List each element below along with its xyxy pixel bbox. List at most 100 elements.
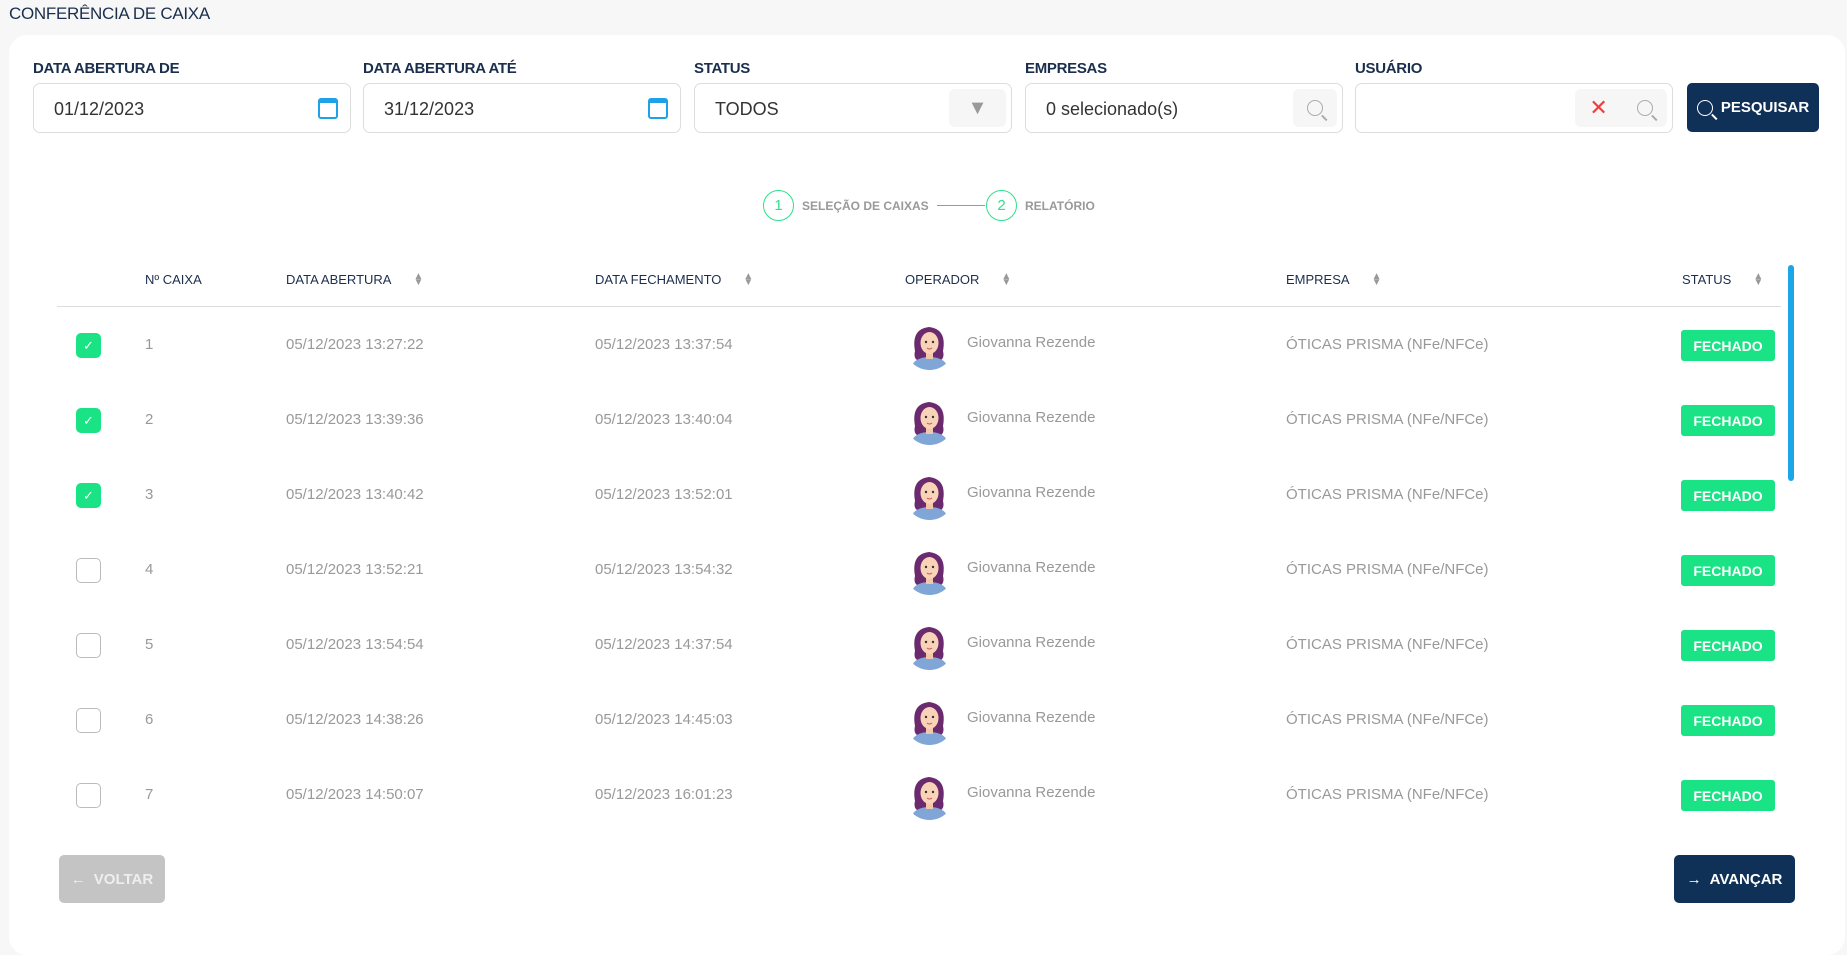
search-icon[interactable] <box>1636 100 1653 116</box>
cell-company: ÓTICAS PRISMA (NFe/NFCe) <box>1286 561 1489 578</box>
next-button[interactable]: → AVANÇAR <box>1674 855 1795 903</box>
search-icon <box>1307 100 1323 116</box>
avatar <box>905 621 954 670</box>
companies-label: EMPRESAS <box>1025 60 1107 77</box>
cell-company: ÓTICAS PRISMA (NFe/NFCe) <box>1286 711 1489 728</box>
header-label: OPERADOR <box>905 272 980 287</box>
cell-company: ÓTICAS PRISMA (NFe/NFCe) <box>1286 486 1489 503</box>
avatar <box>905 321 954 370</box>
header-company[interactable]: EMPRESA ▲ ▼ <box>1286 270 1382 288</box>
step-label: RELATÓRIO <box>1025 198 1095 213</box>
row-checkbox[interactable] <box>76 633 101 658</box>
step-1: 1 SELEÇÃO DE CAIXAS <box>763 190 985 221</box>
page-title: CONFERÊNCIA DE CAIXA <box>9 4 210 23</box>
table-row[interactable]: ✓ 3 05/12/2023 13:40:42 05/12/2023 13:52… <box>0 458 1847 533</box>
cell-operator: Giovanna Rezende <box>967 634 1096 651</box>
back-button[interactable]: ← VOLTAR <box>59 855 165 903</box>
cell-num: 5 <box>145 636 154 653</box>
date-to-input[interactable]: 31/12/2023 <box>363 83 681 133</box>
step-number: 2 <box>986 190 1017 221</box>
table-row[interactable]: 7 05/12/2023 14:50:07 05/12/2023 16:01:2… <box>0 758 1847 830</box>
avatar <box>905 546 954 595</box>
date-to-label: DATA ABERTURA ATÉ <box>363 60 517 77</box>
header-label: DATA FECHAMENTO <box>595 272 722 287</box>
date-from-input[interactable]: 01/12/2023 <box>33 83 351 133</box>
sort-icon[interactable]: ▲ ▼ <box>743 270 754 288</box>
header-label: STATUS <box>1682 272 1732 287</box>
cell-closed: 05/12/2023 13:40:04 <box>595 411 733 428</box>
table-row[interactable]: 5 05/12/2023 13:54:54 05/12/2023 14:37:5… <box>0 608 1847 683</box>
cell-closed: 05/12/2023 13:52:01 <box>595 486 733 503</box>
cell-operator: Giovanna Rezende <box>967 409 1096 426</box>
row-checkbox[interactable]: ✓ <box>76 408 101 433</box>
cell-operator: Giovanna Rezende <box>967 559 1096 576</box>
chevron-down-icon[interactable]: ▼ <box>949 89 1006 127</box>
header-closed[interactable]: DATA FECHAMENTO ▲ ▼ <box>595 270 754 288</box>
date-from-label: DATA ABERTURA DE <box>33 60 180 77</box>
status-badge: FECHADO <box>1681 405 1775 436</box>
date-to-value: 31/12/2023 <box>384 99 475 119</box>
clear-icon[interactable]: ✕ <box>1589 95 1608 120</box>
calendar-icon[interactable] <box>318 98 338 119</box>
row-checkbox[interactable] <box>76 708 101 733</box>
status-badge: FECHADO <box>1681 630 1775 661</box>
companies-input[interactable]: 0 selecionado(s) <box>1025 83 1343 133</box>
table-row[interactable]: 4 05/12/2023 13:52:21 05/12/2023 13:54:3… <box>0 533 1847 608</box>
arrow-left-icon: ← <box>70 870 86 888</box>
user-label: USUÁRIO <box>1355 60 1423 77</box>
status-badge: FECHADO <box>1681 705 1775 736</box>
header-opened[interactable]: DATA ABERTURA ▲ ▼ <box>286 270 424 288</box>
search-button[interactable]: PESQUISAR <box>1687 83 1819 132</box>
header-label: DATA ABERTURA <box>286 272 392 287</box>
date-from-value: 01/12/2023 <box>54 99 145 119</box>
back-label: VOLTAR <box>93 870 154 888</box>
row-checkbox[interactable] <box>76 783 101 808</box>
sort-icon[interactable]: ▲ ▼ <box>1371 270 1382 288</box>
cell-company: ÓTICAS PRISMA (NFe/NFCe) <box>1286 411 1489 428</box>
status-badge: FECHADO <box>1681 555 1775 586</box>
cell-num: 2 <box>145 411 154 428</box>
cell-num: 1 <box>145 336 154 353</box>
status-label: STATUS <box>694 60 750 77</box>
sort-icon[interactable]: ▲ ▼ <box>1753 270 1764 288</box>
step-label: SELEÇÃO DE CAIXAS <box>802 198 929 213</box>
scrollbar[interactable] <box>1788 265 1794 481</box>
cell-num: 4 <box>145 561 154 578</box>
header-status[interactable]: STATUS ▲ ▼ <box>1682 270 1764 288</box>
status-select[interactable]: TODOS ▼ <box>694 83 1012 133</box>
cell-company: ÓTICAS PRISMA (NFe/NFCe) <box>1286 336 1489 353</box>
next-label: AVANÇAR <box>1709 870 1783 888</box>
companies-search-button[interactable] <box>1293 89 1337 127</box>
cell-closed: 05/12/2023 13:54:32 <box>595 561 733 578</box>
cell-closed: 05/12/2023 13:37:54 <box>595 336 733 353</box>
row-checkbox[interactable] <box>76 558 101 583</box>
user-actions: ✕ <box>1575 89 1667 127</box>
cell-opened: 05/12/2023 14:38:26 <box>286 711 424 728</box>
companies-value: 0 selecionado(s) <box>1046 99 1179 119</box>
cell-operator: Giovanna Rezende <box>967 709 1096 726</box>
status-value: TODOS <box>715 99 779 119</box>
row-checkbox[interactable]: ✓ <box>76 333 101 358</box>
user-input[interactable]: ✕ <box>1355 83 1673 133</box>
table-row[interactable]: ✓ 2 05/12/2023 13:39:36 05/12/2023 13:40… <box>0 383 1847 458</box>
header-operator[interactable]: OPERADOR ▲ ▼ <box>905 270 1012 288</box>
header-label: Nº CAIXA <box>145 272 202 287</box>
table-body: ✓ 1 05/12/2023 13:27:22 05/12/2023 13:37… <box>0 308 1847 830</box>
header-label: EMPRESA <box>1286 272 1350 287</box>
status-badge: FECHADO <box>1681 780 1775 811</box>
search-icon <box>1696 99 1713 116</box>
cell-num: 7 <box>145 786 154 803</box>
cell-opened: 05/12/2023 13:54:54 <box>286 636 424 653</box>
row-checkbox[interactable]: ✓ <box>76 483 101 508</box>
sort-icon[interactable]: ▲ ▼ <box>1001 270 1012 288</box>
cell-opened: 05/12/2023 13:27:22 <box>286 336 424 353</box>
cell-opened: 05/12/2023 14:50:07 <box>286 786 424 803</box>
header-num: Nº CAIXA <box>145 272 202 287</box>
table-row[interactable]: ✓ 1 05/12/2023 13:27:22 05/12/2023 13:37… <box>0 308 1847 383</box>
cell-closed: 05/12/2023 14:45:03 <box>595 711 733 728</box>
avatar <box>905 771 954 820</box>
sort-icon[interactable]: ▲ ▼ <box>413 270 424 288</box>
table-row[interactable]: 6 05/12/2023 14:38:26 05/12/2023 14:45:0… <box>0 683 1847 758</box>
avatar <box>905 471 954 520</box>
calendar-icon[interactable] <box>648 98 668 119</box>
